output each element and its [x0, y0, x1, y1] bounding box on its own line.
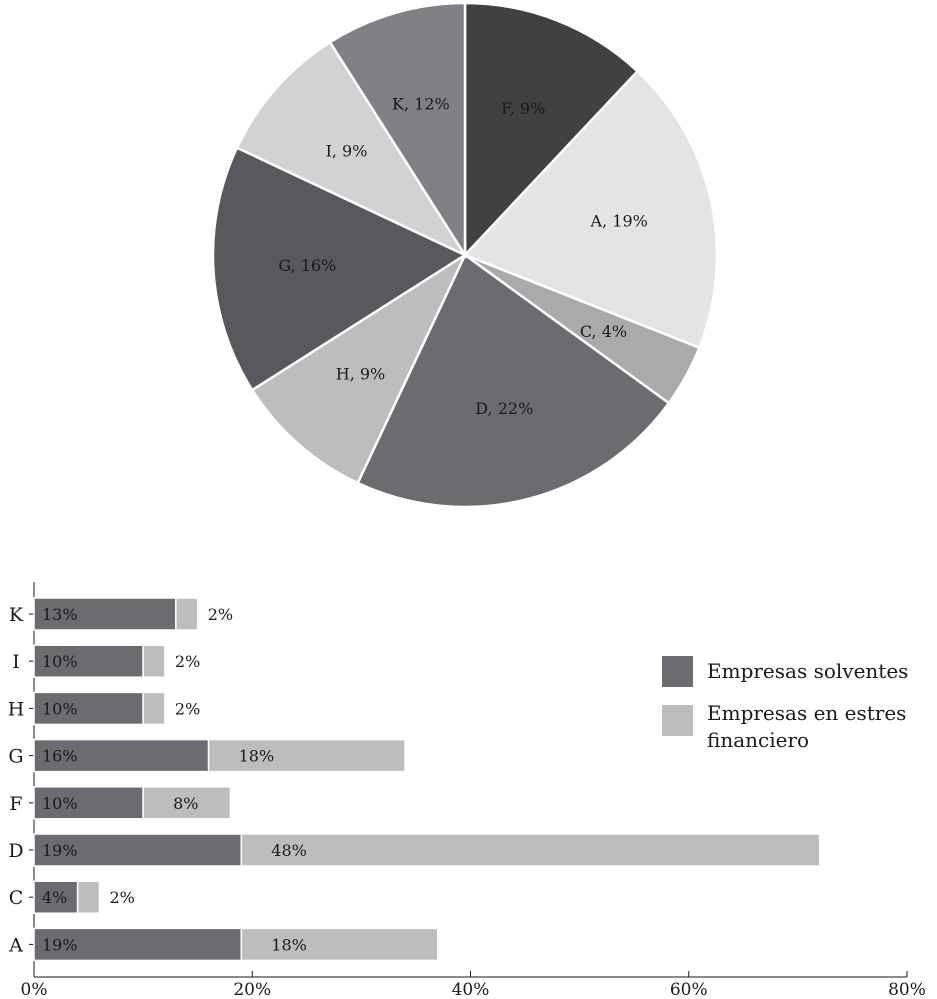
bar-a-series-1 — [33, 927, 243, 962]
pie-slice-k — [328, 1, 467, 260]
pie-slice-label-k: K, 12% — [392, 94, 450, 113]
category-label-a: A — [8, 934, 23, 956]
bar-h-series-2 — [142, 691, 166, 726]
pie-slice-f — [463, 1, 640, 259]
bar-label-a-series-1: 19% — [42, 935, 78, 954]
bar-label-d-series-2: 48% — [271, 841, 307, 860]
category-label-f: F — [9, 793, 22, 815]
pie-slice-label-c: C, 4% — [580, 322, 627, 341]
pie-slice-label-g: G, 16% — [278, 256, 336, 275]
bar-label-g-series-1: 16% — [42, 747, 78, 766]
bar-i-series-1 — [33, 644, 144, 678]
x-tick-label: 80% — [888, 980, 926, 999]
category-label-d: D — [8, 840, 23, 862]
bar-label-f-series-1: 10% — [42, 794, 78, 813]
bar-f-series-2 — [142, 786, 232, 820]
bar-i-series-2 — [142, 644, 166, 678]
bar-c-series-1 — [33, 880, 79, 914]
category-label-i: I — [12, 651, 20, 673]
stacked-bar-chart: 0% 20% 40% 60% 80% K 13% 2% I 10% 2% H 10% 2% G 16% 18% F… — [8, 582, 926, 999]
bar-label-h-series-2: 2% — [175, 699, 200, 718]
pie-slice-label-d: D, 22% — [475, 399, 533, 418]
bar-label-d-series-1: 19% — [42, 841, 78, 860]
x-tick-label: 40% — [452, 980, 490, 999]
legend-swatch-1 — [662, 656, 693, 687]
x-tick-label: 60% — [670, 980, 708, 999]
pie-slice-label-f: F, 9% — [501, 99, 545, 118]
bar-label-k-series-2: 2% — [208, 605, 233, 624]
category-label-h: H — [8, 698, 25, 720]
bar-label-h-series-1: 10% — [42, 699, 78, 718]
legend-label-2: financiero — [707, 728, 809, 752]
bar-label-i-series-2: 2% — [175, 652, 200, 671]
x-tick-label: 20% — [233, 980, 271, 999]
bar-k-series-2 — [175, 597, 199, 631]
pie-slice-label-i: I, 9% — [326, 142, 368, 161]
bar-label-i-series-1: 10% — [42, 652, 78, 671]
category-label-c: C — [9, 887, 24, 909]
x-tick-label: 0% — [21, 980, 48, 999]
pie-slice-h — [250, 251, 468, 485]
legend-label-1: Empresas solventes — [707, 659, 908, 683]
bar-d-series-2 — [240, 833, 821, 867]
pie-chart: F, 9% A, 19% C, 4% D, 22% H, 9% G, 16% I, 9% K,… — [211, 1, 719, 509]
bar-a-series-2 — [240, 927, 439, 962]
pie-slice-label-h: H, 9% — [336, 365, 386, 384]
bar-g-series-2 — [207, 738, 406, 773]
bar-label-k-series-1: 13% — [42, 605, 78, 624]
bar-label-a-series-2: 18% — [271, 935, 307, 954]
legend-label-2: Empresas en estres — [707, 701, 906, 725]
bar-label-c-series-2: 2% — [110, 888, 135, 907]
bar-f-series-1 — [33, 786, 144, 820]
bar-label-f-series-2: 8% — [173, 794, 198, 813]
pie-slice-i — [235, 40, 469, 258]
legend-swatch-2 — [662, 705, 693, 736]
bar-c-series-2 — [76, 880, 101, 914]
pie-slice-g — [211, 146, 468, 392]
category-label-k: K — [9, 604, 24, 626]
bar-label-c-series-1: 4% — [42, 888, 67, 907]
category-label-g: G — [8, 746, 23, 768]
pie-slice-label-a: A, 19% — [590, 212, 648, 231]
bar-label-g-series-2: 18% — [239, 747, 275, 766]
bar-h-series-1 — [33, 691, 144, 726]
